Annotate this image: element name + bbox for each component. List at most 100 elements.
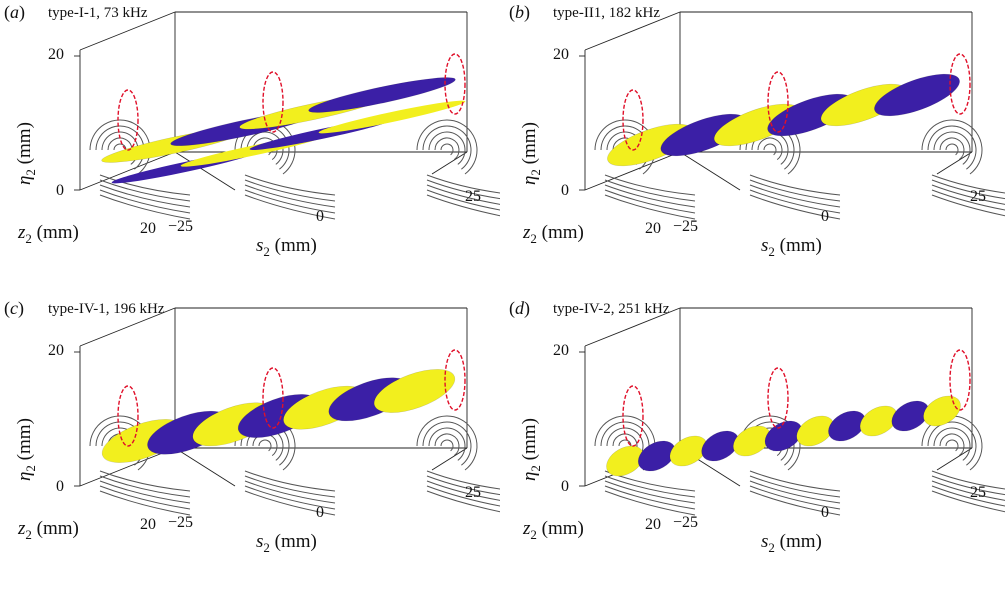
- box-edge: [79, 151, 176, 191]
- contour-line: [244, 184, 336, 208]
- contour-line: [422, 421, 472, 466]
- contour-line: [428, 131, 466, 165]
- contour-line: [921, 119, 983, 175]
- panel-letter: (a): [4, 2, 25, 22]
- contour-line: [604, 485, 696, 510]
- contour-line: [426, 189, 500, 211]
- isosurface-lobe: [308, 77, 456, 113]
- contour-line: [945, 439, 959, 452]
- contour-line: [763, 143, 777, 156]
- contour-line: [428, 427, 466, 461]
- axis-unit: (mm): [779, 531, 822, 552]
- isosurface-lobe: [828, 410, 866, 442]
- contour-line: [749, 470, 841, 492]
- boundary-line: [262, 71, 284, 133]
- isosurface-plot: [74, 11, 500, 220]
- contour-line: [931, 179, 1005, 200]
- axes-box: [579, 11, 973, 191]
- eta-axis-label: η2 (mm): [14, 122, 39, 185]
- contour-line: [244, 194, 336, 220]
- axis-subscript: 2: [530, 230, 537, 246]
- axis-unit: (mm): [14, 122, 35, 165]
- eta-tick-20: 20: [553, 46, 569, 63]
- s-tick-0: 0: [316, 504, 324, 521]
- panel-letter-text: a: [10, 2, 19, 22]
- axis-symbol: s: [256, 531, 264, 552]
- contour-line: [749, 174, 841, 196]
- boundary-line: [262, 367, 284, 429]
- box-edge: [79, 11, 176, 51]
- contour-line: [757, 137, 783, 160]
- isosurface-plot: [74, 307, 500, 516]
- axis-symbol: s: [761, 531, 769, 552]
- eta-axis-label: η2 (mm): [519, 122, 544, 185]
- axis-subscript: 2: [22, 169, 38, 176]
- eta-tick-0: 0: [56, 182, 64, 199]
- isosurface-lobe: [891, 400, 930, 432]
- axes-box: [74, 11, 468, 191]
- isosurface-lobe: [874, 73, 960, 117]
- z-tick-20: 20: [140, 220, 156, 237]
- contour-line: [99, 490, 191, 516]
- boundary-line: [622, 89, 644, 151]
- contour-line: [244, 189, 336, 214]
- panel-title: type-IV-1, 196 kHz: [48, 301, 165, 317]
- eta-tick-20: 20: [48, 46, 64, 63]
- contour-line: [604, 174, 696, 196]
- isosurfaces: [101, 369, 456, 463]
- axis-symbol: η: [14, 175, 35, 185]
- axis-subscript: 2: [25, 230, 32, 246]
- contour-line: [749, 490, 841, 516]
- contour-line: [422, 125, 472, 170]
- eta-tick-0: 0: [561, 478, 569, 495]
- contour-line: [931, 184, 1005, 205]
- axis-unit: (mm): [779, 235, 822, 256]
- isosurface-lobe: [637, 440, 676, 472]
- box-edge: [431, 447, 468, 471]
- boundary-line: [622, 385, 644, 447]
- contour-line: [244, 490, 336, 516]
- contour-line: [604, 184, 696, 208]
- axis-unit: (mm): [274, 235, 317, 256]
- vortex-contour-2: [416, 119, 500, 217]
- contour-line: [594, 119, 656, 175]
- contour-line: [99, 470, 191, 492]
- contour-line: [434, 137, 460, 160]
- vortex-contour-2: [416, 415, 500, 513]
- panel-title: type-I-1, 73 kHz: [48, 5, 148, 21]
- axis-symbol: z: [18, 518, 26, 539]
- contour-line: [604, 194, 696, 220]
- boundary-line: [949, 53, 971, 115]
- isosurface-plot: [579, 307, 1005, 516]
- s-axis-label: s2 (mm): [761, 235, 822, 260]
- panel-a: (a) type-I-1, 73 kHz 0 20 −25 0 25 20 η2 (mm) s2 …: [0, 0, 500, 295]
- contour-line: [426, 174, 500, 194]
- isosurface-lobe: [373, 369, 456, 413]
- contour-line: [426, 490, 500, 513]
- panel-title: type-IV-2, 251 kHz: [553, 301, 670, 317]
- box-edge: [79, 447, 176, 487]
- s-tick-25: 25: [970, 188, 986, 205]
- contour-line: [931, 475, 1005, 496]
- contour-line: [440, 143, 454, 156]
- contour-line: [244, 470, 336, 492]
- contour-line: [939, 137, 965, 160]
- isosurface-lobe: [606, 445, 644, 477]
- s-tick-0: 0: [821, 504, 829, 521]
- s-tick-0: 0: [821, 208, 829, 225]
- s-tick-neg25: −25: [168, 218, 194, 235]
- isosurface-lobe: [669, 435, 708, 467]
- axis-symbol: η: [519, 471, 540, 481]
- contour-line: [931, 485, 1005, 507]
- panel-letter: (d): [509, 298, 530, 318]
- contour-line: [99, 480, 191, 504]
- eta-axis-label: η2 (mm): [519, 418, 544, 481]
- s-tick-25: 25: [465, 484, 481, 501]
- axis-symbol: η: [14, 471, 35, 481]
- isosurfaces: [607, 73, 960, 167]
- z-axis-label: z2 (mm): [18, 222, 79, 247]
- boundary-line: [767, 367, 789, 429]
- boundary-line: [444, 53, 466, 115]
- axis-symbol: z: [523, 518, 531, 539]
- z-tick-20: 20: [645, 220, 661, 237]
